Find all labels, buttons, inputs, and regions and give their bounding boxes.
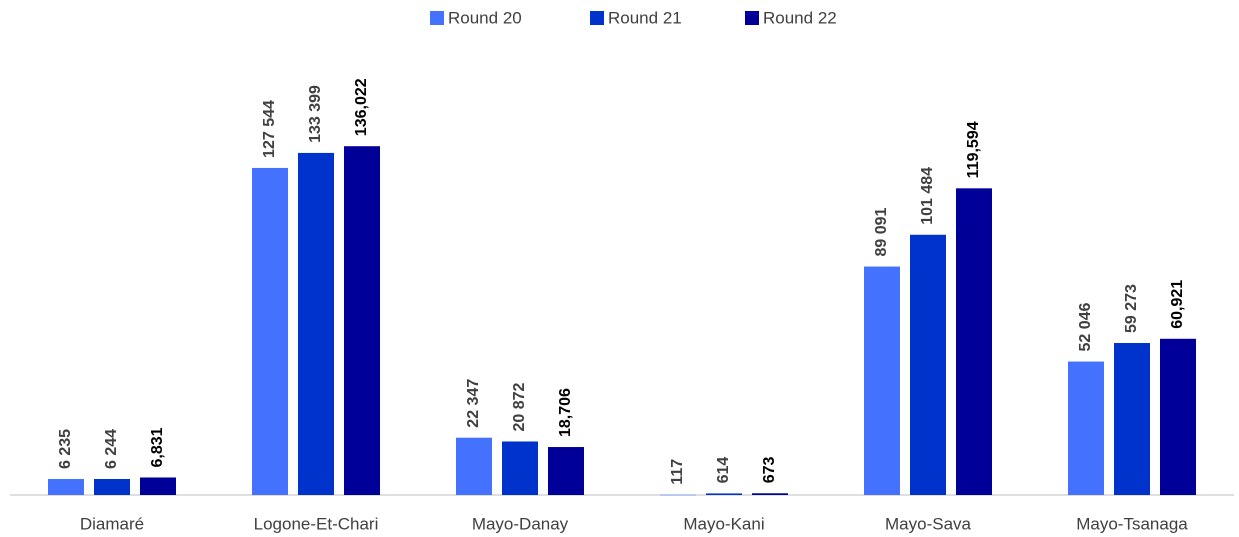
data-label: 52 046 xyxy=(1077,303,1094,352)
data-label: 60,921 xyxy=(1169,280,1186,329)
bar xyxy=(1068,361,1104,495)
x-tick-label: Mayo-Tsanaga xyxy=(1076,514,1188,533)
legend-label: Round 20 xyxy=(448,8,522,27)
bar xyxy=(548,447,584,495)
data-label: 18,706 xyxy=(557,388,574,437)
bar xyxy=(706,493,742,495)
data-label: 6,831 xyxy=(149,427,166,467)
bar xyxy=(1114,343,1150,495)
data-label: 22 347 xyxy=(465,379,482,428)
bar xyxy=(94,478,130,495)
x-tick-label: Mayo-Sava xyxy=(885,514,972,533)
bar xyxy=(140,477,176,495)
bar xyxy=(660,494,696,496)
data-label: 20 872 xyxy=(511,382,528,431)
bar xyxy=(1160,338,1196,495)
x-tick-label: Diamaré xyxy=(80,514,144,533)
bar xyxy=(864,266,900,495)
x-tick-label: Mayo-Kani xyxy=(683,514,764,533)
x-tick-label: Mayo-Danay xyxy=(472,514,569,533)
x-tick-label: Logone-Et-Chari xyxy=(254,514,379,533)
data-label: 6 244 xyxy=(103,429,120,469)
data-label: 6 235 xyxy=(57,429,74,469)
bar xyxy=(456,437,492,495)
bar xyxy=(48,479,84,495)
data-label: 59 273 xyxy=(1123,284,1140,333)
data-label: 117 xyxy=(669,459,686,485)
data-label: 133 399 xyxy=(307,85,324,143)
data-label: 127 544 xyxy=(261,100,278,158)
data-label: 89 091 xyxy=(873,208,890,257)
legend-swatch xyxy=(590,11,604,25)
data-label: 673 xyxy=(761,456,778,483)
bar xyxy=(752,493,788,495)
bar xyxy=(298,152,334,495)
bar xyxy=(252,167,288,496)
data-label: 614 xyxy=(715,457,732,484)
bar xyxy=(910,234,946,495)
legend-label: Round 22 xyxy=(763,8,837,27)
data-label: 119,594 xyxy=(965,121,982,178)
bar xyxy=(344,146,380,495)
data-label: 101 484 xyxy=(919,167,936,225)
legend-swatch xyxy=(745,11,759,25)
data-label: 136,022 xyxy=(353,78,370,136)
bar xyxy=(956,188,992,495)
legend-label: Round 21 xyxy=(608,8,682,27)
legend-swatch xyxy=(430,11,444,25)
bar xyxy=(502,441,538,495)
